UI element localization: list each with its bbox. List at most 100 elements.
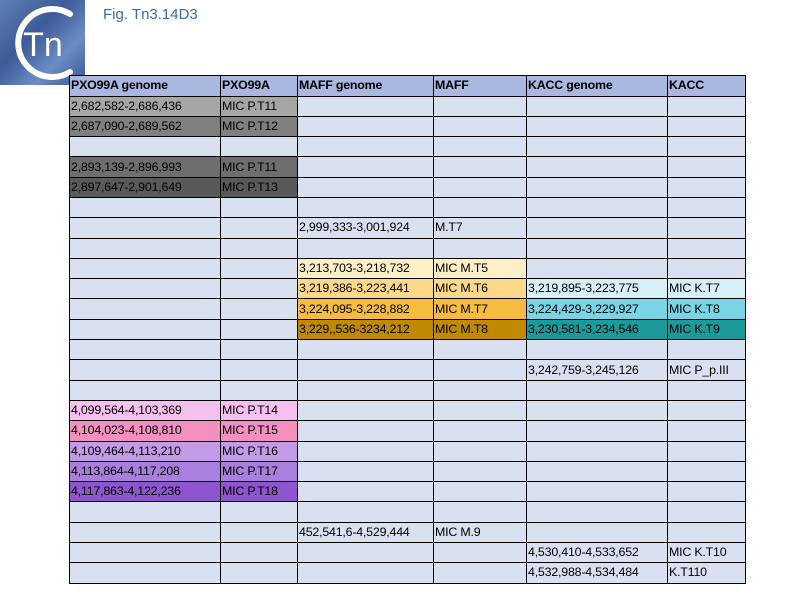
table-cell [526, 379, 668, 401]
table-cell [526, 237, 668, 259]
figure-title: Fig. Tn3.14D3 [103, 6, 198, 23]
column-header: MAFF genome [297, 75, 434, 97]
table-cell [667, 156, 746, 178]
table-cell [297, 542, 434, 564]
table-row: 2,893,139-2,896,993 MIC P.T11 [69, 156, 746, 178]
table-cell [297, 136, 434, 158]
table-cell [526, 521, 668, 544]
table-cell: MIC P_p.III [667, 359, 746, 381]
table-cell [433, 95, 527, 117]
table-row: 3,242,759-3,245,126 MIC P_p.III [69, 359, 746, 381]
table-cell [433, 440, 527, 462]
table-cell [69, 501, 221, 523]
table-row: 4,099,564-4,103,369 MIC P.T14 [69, 399, 746, 422]
table-cell: MIC P.T16 [220, 440, 298, 462]
table-cell [667, 440, 746, 462]
table-row: 4,104,023-4,108,810 MIC P.T15 [69, 420, 746, 442]
table-cell [69, 196, 221, 219]
column-header: PXO99A genome [69, 75, 221, 97]
table-cell [69, 136, 221, 158]
table-cell [220, 136, 298, 158]
table-row [69, 379, 746, 401]
table-cell [297, 399, 434, 422]
table-row: 2,999,333-3,001,924 M.T7 [69, 217, 746, 239]
table-row [69, 501, 746, 523]
table-cell [220, 278, 298, 300]
logo-text: Tn [23, 26, 63, 64]
table-cell [526, 399, 668, 422]
table-cell: MIC M.T5 [433, 257, 527, 280]
table-row: 3,219,386-3,223,441 MIC M.T6 3,219,895-3,2… [69, 278, 746, 300]
table-cell [69, 298, 221, 320]
table-cell [526, 176, 668, 198]
table-cell: 3,242,759-3,245,126 [526, 359, 668, 381]
table-cell: MIC K.T8 [667, 298, 746, 320]
table-cell [526, 481, 668, 503]
table-cell [667, 460, 746, 483]
table-row: 2,682,582-2,686,436 MIC P.T11 [69, 95, 746, 117]
genome-comparison-table: PXO99A genome PXO99A MAFF genome MAFF KACC g… [69, 75, 746, 584]
table-cell [433, 420, 527, 442]
table-cell: 4,113,864-4,117,208 [69, 460, 221, 483]
table-cell [69, 237, 221, 259]
table-row [69, 339, 746, 361]
table-cell [667, 501, 746, 523]
table-cell [297, 501, 434, 523]
table-cell: 4,104,023-4,108,810 [69, 420, 221, 442]
column-header: MAFF [433, 75, 527, 97]
table-cell [667, 521, 746, 544]
table-row: 4,532,988-4,534,484 K.T110 [69, 562, 746, 584]
table-cell: MIC K.T9 [667, 318, 746, 341]
table-cell [297, 359, 434, 381]
table-cell [69, 542, 221, 564]
table-cell: MIC P.T12 [220, 115, 298, 138]
table-cell [667, 176, 746, 198]
table-cell: 3,229,,536-3234,212 [297, 318, 434, 341]
table-cell [220, 359, 298, 381]
table-cell [526, 136, 668, 158]
table-cell [433, 196, 527, 219]
table-cell: MIC K.T7 [667, 278, 746, 300]
table-cell: 4,099,564-4,103,369 [69, 399, 221, 422]
table-cell [526, 257, 668, 280]
table-cell [220, 257, 298, 280]
table-cell [433, 399, 527, 422]
table-cell: MIC P.T17 [220, 460, 298, 483]
table-cell [220, 318, 298, 341]
table-cell [526, 115, 668, 138]
table-cell: 4,117,863-4,122,236 [69, 481, 221, 503]
table-cell [526, 460, 668, 483]
table-cell: MIC P.T11 [220, 95, 298, 117]
table-cell [69, 339, 221, 361]
table-cell [69, 318, 221, 341]
table-cell [297, 481, 434, 503]
table-cell [667, 339, 746, 361]
table-cell [220, 196, 298, 219]
table-cell [526, 339, 668, 361]
table-cell [297, 237, 434, 259]
table-cell [667, 481, 746, 503]
table-cell [220, 521, 298, 544]
table-row: 4,113,864-4,117,208 MIC P.T17 [69, 460, 746, 483]
table-cell [433, 115, 527, 138]
table-cell: 3,219,895-3,223,775 [526, 278, 668, 300]
table-cell [433, 176, 527, 198]
table-row [69, 196, 746, 219]
table-cell: MIC P.T18 [220, 481, 298, 503]
table-cell [433, 156, 527, 178]
table-cell [297, 156, 434, 178]
table-cell [69, 521, 221, 544]
table-cell [297, 379, 434, 401]
table-cell [667, 237, 746, 259]
table-row: 4,530,410-4,533,652 MIC K.T10 [69, 542, 746, 564]
table-cell [433, 562, 527, 584]
table-cell: 452,541,6-4,529,444 [297, 521, 434, 544]
table-cell: MIC P.T13 [220, 176, 298, 198]
table-cell [297, 460, 434, 483]
table-cell: MIC M.T7 [433, 298, 527, 320]
table-cell: 4,530,410-4,533,652 [526, 542, 668, 564]
table-cell [433, 460, 527, 483]
table-row: 3,213,703-3,218,732 MIC M.T5 [69, 257, 746, 280]
table-cell [667, 196, 746, 219]
table-cell: 3,224,429-3,229,927 [526, 298, 668, 320]
